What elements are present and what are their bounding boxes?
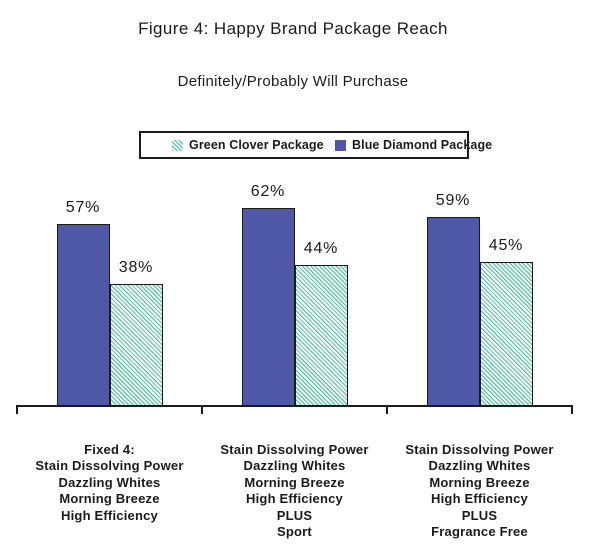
category-label-group1: Fixed 4: Stain Dissolving Power Dazzling W… xyxy=(10,442,210,524)
category-label-group3: Stain Dissolving Power Dazzling Whites Mor… xyxy=(380,442,580,540)
value-label-blue-diamond-group1: 57% xyxy=(65,199,101,216)
legend-label-green-clover: Green Clover Package xyxy=(189,138,324,152)
legend-box: Green Clover Package Blue Diamond Packag… xyxy=(139,131,492,159)
blue-solid-swatch-icon xyxy=(335,139,346,151)
legend-item-blue-diamond: Blue Diamond Package xyxy=(335,138,492,152)
category-label-line: Stain Dissolving Power xyxy=(35,458,184,474)
category-label-line: Dazzling Whites xyxy=(243,458,346,474)
bar-blue-diamond-group3 xyxy=(426,217,480,406)
value-label-blue-diamond-group3: 59% xyxy=(435,192,471,209)
bar-green-clover-group3 xyxy=(479,262,533,406)
category-label-line: PLUS xyxy=(461,507,498,523)
bar-green-clover-group2 xyxy=(294,265,348,406)
value-label-green-clover-group1: 38% xyxy=(118,259,154,276)
category-label-line: Stain Dissolving Power xyxy=(405,442,554,457)
x-axis-tick-4 xyxy=(571,405,573,414)
category-label-line: Fragrance Free xyxy=(431,524,528,540)
x-axis-tick-1 xyxy=(16,405,18,414)
value-label-green-clover-group2: 44% xyxy=(303,240,339,257)
category-label-line: Dazzling Whites xyxy=(58,474,161,490)
legend-label-blue-diamond: Blue Diamond Package xyxy=(352,138,493,152)
figure-title: Figure 4: Happy Brand Package Reach xyxy=(138,19,448,38)
green-hatch-swatch-icon xyxy=(172,139,183,151)
x-axis-tick-3 xyxy=(386,405,388,414)
x-axis-tick-2 xyxy=(201,405,203,414)
category-label-line: High Efficiency xyxy=(246,491,343,507)
figure-subtitle: Definitely/Probably Will Purchase xyxy=(177,73,409,90)
category-label-line: Sport xyxy=(277,524,312,540)
category-label-line: Morning Breeze xyxy=(244,474,345,490)
category-label-line: Fixed 4: xyxy=(84,442,135,457)
bar-blue-diamond-group2 xyxy=(241,208,295,406)
category-label-group2: Stain Dissolving Power Dazzling Whites Mor… xyxy=(195,442,395,540)
bar-green-clover-group1 xyxy=(109,284,163,406)
legend-item-green-clover: Green Clover Package xyxy=(172,138,324,152)
category-label-line: PLUS xyxy=(276,507,313,523)
category-label-line: Stain Dissolving Power xyxy=(220,442,369,457)
category-label-line: High Efficiency xyxy=(61,507,158,523)
category-label-line: Morning Breeze xyxy=(429,474,530,490)
category-label-line: Dazzling Whites xyxy=(428,458,531,474)
bar-blue-diamond-group1 xyxy=(56,224,110,406)
category-label-line: Morning Breeze xyxy=(59,491,160,507)
x-axis-line xyxy=(17,405,572,407)
value-label-blue-diamond-group2: 62% xyxy=(250,183,286,200)
category-label-line: High Efficiency xyxy=(431,491,528,507)
value-label-green-clover-group3: 45% xyxy=(488,237,524,254)
